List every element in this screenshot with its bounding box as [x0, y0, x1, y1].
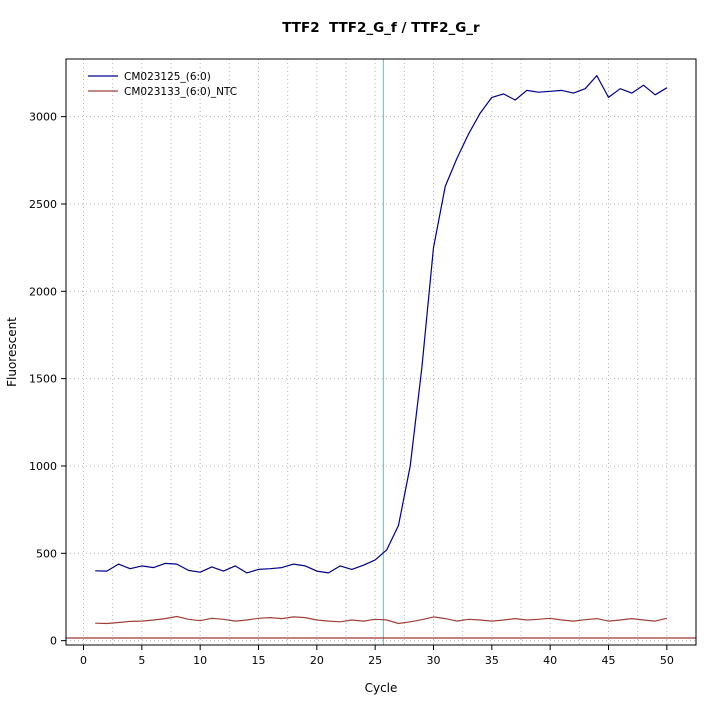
axes-layer: 0 5 10 15 20 25 30 35 40 45 5005001000150020002500…	[29, 111, 674, 667]
y-tick-label: 2000	[29, 285, 57, 298]
legend-layer: CM023125_(6:0) CM023133_(6:0)_NTC	[88, 71, 237, 98]
series-layer	[66, 59, 696, 645]
x-tick-label: 45	[602, 654, 616, 667]
x-tick-label: 15	[252, 654, 266, 667]
x-tick-label: 50	[660, 654, 674, 667]
series-line-1	[95, 615, 667, 625]
x-tick-label: 30	[427, 654, 441, 667]
grid-layer	[66, 59, 696, 645]
legend-label: CM023133_(6:0)_NTC	[124, 86, 237, 98]
x-tick-label: 10	[193, 654, 207, 667]
y-tick-label: 2500	[29, 198, 57, 211]
y-tick-label: 1000	[29, 460, 57, 473]
x-tick-label: 35	[485, 654, 499, 667]
x-tick-label: 20	[310, 654, 324, 667]
x-tick-label: 5	[138, 654, 145, 667]
legend-label: CM023125_(6:0)	[124, 71, 211, 83]
plot-border	[65, 58, 697, 646]
x-tick-label: 40	[543, 654, 557, 667]
x-tick-label: 25	[368, 654, 382, 667]
y-tick-label: 500	[36, 547, 57, 560]
x-tick-label: 0	[80, 654, 87, 667]
y-axis-label: Fluorescent	[5, 317, 19, 387]
y-tick-label: 0	[50, 635, 57, 648]
series-line-0	[95, 74, 668, 574]
x-axis-label: Cycle	[365, 681, 398, 695]
y-tick-label: 1500	[29, 373, 57, 386]
chart-title: TTF2 TTF2_G_f / TTF2_G_r	[282, 20, 480, 36]
y-tick-label: 3000	[29, 111, 57, 124]
